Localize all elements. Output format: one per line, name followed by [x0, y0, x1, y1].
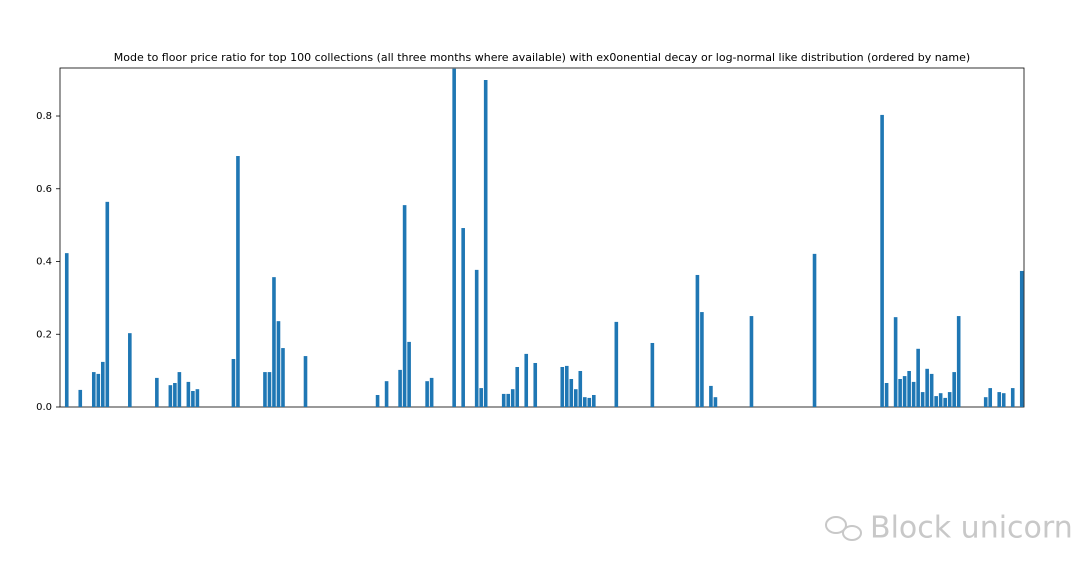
bar [920, 392, 925, 407]
bar [925, 368, 929, 407]
bar [506, 393, 511, 407]
y-tick-label: 0.4 [36, 257, 52, 268]
bar [425, 381, 429, 407]
bar [560, 366, 565, 407]
bar [587, 397, 592, 407]
bar [700, 312, 704, 407]
bar [880, 114, 884, 407]
bar [650, 342, 655, 407]
bar [105, 201, 110, 407]
chart-title: Mode to floor price ratio for top 100 co… [114, 51, 970, 64]
bar [713, 397, 718, 407]
bar [501, 393, 506, 407]
bar [884, 382, 889, 407]
bar [398, 369, 402, 407]
bar [429, 377, 434, 407]
bar [934, 396, 938, 407]
bar [983, 397, 988, 407]
bar [479, 388, 483, 407]
bar [592, 394, 596, 407]
bar [578, 370, 583, 407]
bar [281, 348, 285, 407]
y-tick-label: 0.8 [36, 111, 52, 122]
bar [272, 277, 276, 407]
bar [384, 381, 389, 407]
bar [938, 393, 943, 407]
bar [195, 389, 200, 407]
bar [186, 381, 191, 407]
bar [573, 389, 578, 407]
bar [907, 370, 911, 407]
bar [407, 341, 411, 407]
bar [533, 362, 538, 407]
bar [1010, 388, 1015, 407]
bar [524, 353, 529, 407]
bar [168, 385, 173, 407]
y-tick-label: 0.2 [36, 329, 52, 340]
bar [267, 372, 272, 407]
bar [510, 389, 515, 407]
bar [276, 321, 281, 407]
bar [709, 385, 713, 407]
watermark: Block unicorn [870, 511, 1073, 546]
watermark-icon [825, 516, 862, 541]
bar [375, 394, 380, 407]
bar [91, 372, 96, 407]
bar [952, 372, 956, 407]
bar [452, 68, 456, 407]
bar [236, 156, 240, 407]
bar [911, 381, 916, 407]
bar [812, 253, 817, 407]
bar [177, 372, 182, 407]
plot-frame [59, 67, 1025, 408]
bar [173, 382, 177, 407]
y-tick-label: 0.6 [36, 184, 52, 195]
bar [1019, 270, 1024, 407]
bar [78, 389, 83, 407]
bar [569, 378, 574, 407]
bar [916, 348, 920, 407]
bar [943, 397, 947, 407]
bar [898, 378, 902, 407]
bar [155, 377, 159, 407]
bar [128, 333, 132, 407]
bar [929, 373, 934, 407]
bar [956, 316, 961, 407]
bar [988, 388, 993, 407]
bar [483, 80, 488, 407]
bar [461, 228, 465, 407]
bar [614, 321, 619, 407]
bar [893, 317, 898, 407]
bar [997, 392, 1002, 407]
bar [191, 390, 195, 407]
y-tick-label: 0.0 [36, 402, 52, 413]
bar [96, 373, 101, 407]
bar [263, 372, 267, 407]
bar [64, 253, 69, 407]
bar [474, 269, 479, 407]
bar [582, 397, 587, 407]
bar [515, 366, 520, 407]
bar [695, 274, 700, 407]
bar [402, 205, 407, 407]
bar [1001, 393, 1006, 407]
bar [231, 358, 236, 407]
bar [902, 376, 907, 407]
bar [947, 392, 952, 407]
bar [100, 361, 105, 407]
bar [564, 365, 569, 407]
bar [303, 356, 308, 407]
bar [749, 316, 754, 407]
